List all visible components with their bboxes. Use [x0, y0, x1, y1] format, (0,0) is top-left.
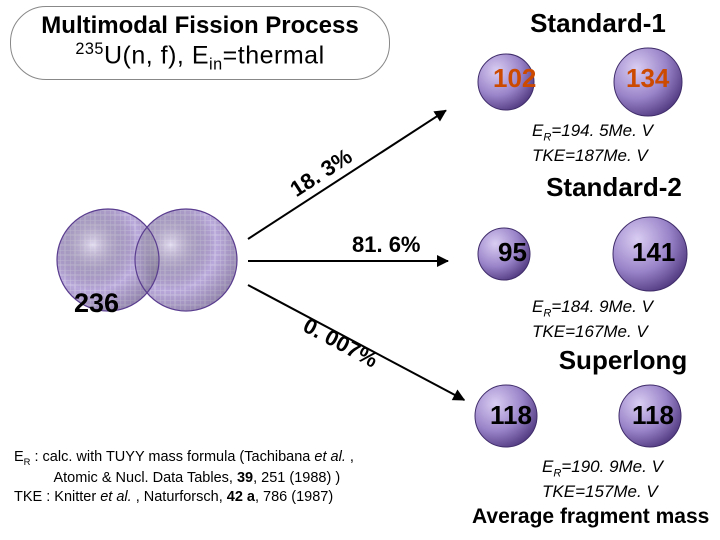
std1-energy: ER=194. 5Me. V TKE=187Me. V [532, 120, 653, 166]
std2-light: 95 [498, 237, 527, 268]
references: ER : calc. with TUYY mass formula (Tachi… [14, 448, 434, 508]
arrow-standard2 [248, 260, 448, 262]
std1-heavy: 134 [626, 63, 669, 94]
heading-superlong: Superlong [538, 345, 708, 376]
avg-fragment-mass: Average fragment mass [472, 505, 709, 529]
std2-energy: ER=184. 9Me. V TKE=167Me. V [532, 296, 653, 342]
slong-energy: ER=190. 9Me. V TKE=157Me. V [542, 456, 663, 502]
mass-superscript: 235 [75, 40, 104, 58]
pct-standard2: 81. 6% [352, 232, 421, 258]
title-box: Multimodal Fission Process 235U(n, f), E… [10, 6, 390, 80]
arrow-standard1 [247, 110, 446, 240]
slong-light: 118 [490, 400, 532, 431]
std2-heavy: 141 [632, 237, 675, 268]
pct-superlong: 0. 007% [299, 313, 382, 374]
slong-heavy: 118 [632, 400, 674, 431]
std1-light: 102 [493, 63, 536, 94]
compound-mass: 236 [74, 288, 119, 319]
heading-standard2: Standard-2 [524, 172, 704, 203]
title-line-2: 235U(n, f), Ein=thermal [75, 40, 324, 74]
title-line-1: Multimodal Fission Process [41, 12, 358, 40]
heading-standard1: Standard-1 [508, 8, 688, 39]
